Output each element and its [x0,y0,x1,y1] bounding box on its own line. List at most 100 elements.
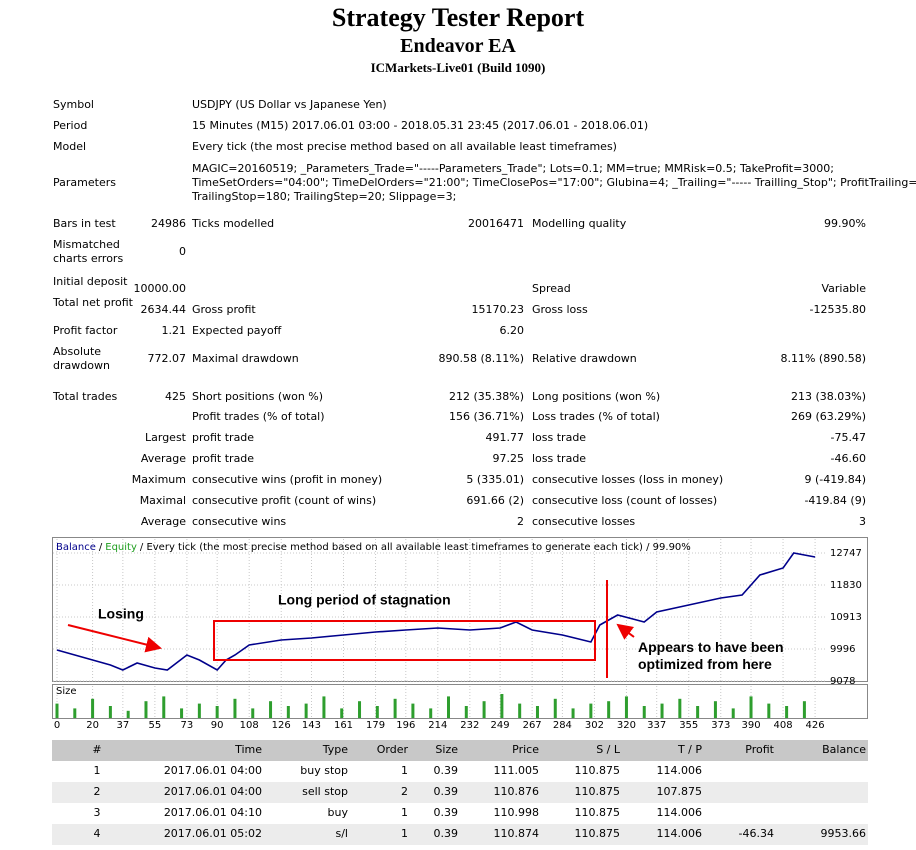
table-cell: 1 [401,806,408,819]
report-title: Strategy Tester Report [331,3,585,32]
summary-label: Model [53,140,87,153]
size-bar [518,703,522,718]
table-cell: 1 [93,764,101,777]
x-tick-label: 284 [553,720,572,731]
summary-label: consecutive losses [532,515,636,528]
size-bar [286,706,290,718]
size-bar [73,708,77,718]
size-bar [411,703,415,718]
table-row [52,824,868,845]
summary-label: loss trade [532,452,587,465]
size-bar [446,696,450,718]
x-tick-label: 337 [647,720,666,731]
column-header: S / L [596,743,620,756]
size-bar [713,701,717,718]
summary-value: 3 [859,515,866,528]
summary-value: 2 [517,515,524,528]
arrow [67,624,162,653]
size-bar [535,706,539,718]
column-header: T / P [677,743,702,756]
summary-label: Period [53,119,88,132]
summary-value: 1.21 [161,324,187,337]
summary-value: Maximal [139,494,186,507]
summary-value: 0 [179,245,186,258]
size-bar [322,696,326,718]
table-row [52,782,868,803]
legend-entry: Equity [105,542,137,553]
summary-value: 772.07 [147,352,187,365]
y-tick-label: 10913 [830,612,862,623]
size-bar [802,701,806,718]
table-cell: buy stop [300,764,348,777]
summary-value: 212 (35.38%) [448,390,524,403]
summary-value: Maximum [131,473,186,486]
summary-value: Variable [821,282,866,295]
table-cell: 1 [401,764,408,777]
size-bar [233,698,237,718]
x-tick-label: 143 [302,720,321,731]
balance-line [56,552,816,672]
size-bar [767,703,771,718]
y-tick-label: 11830 [830,580,862,591]
table-cell: 110.875 [574,785,621,798]
size-bar [304,703,308,718]
size-bar [108,706,112,718]
summary-value: -46.60 [830,452,866,465]
table-cell: 2 [401,785,408,798]
x-tick-label: 37 [116,720,129,731]
column-header: Size [435,743,458,756]
x-tick-label: 55 [149,720,162,731]
summary-value: -419.84 (9) [804,494,866,507]
table-header [52,740,868,761]
table-cell: 110.874 [493,827,540,840]
size-bar [660,703,664,718]
x-tick-label: 126 [272,720,291,731]
x-tick-label: 20 [86,720,99,731]
summary-value: 491.77 [485,431,525,444]
size-bar [358,701,362,718]
summary-label: Profit trades (% of total) [192,410,325,423]
summary-value: 9 (-419.84) [804,473,866,486]
size-bar [482,701,486,718]
table-cell: sell stop [302,785,348,798]
summary-value: 213 (38.03%) [790,390,866,403]
summary-value: 691.66 (2) [466,494,524,507]
table-cell: 107.875 [656,785,703,798]
size-bar [607,701,611,718]
summary-label: Total net profit [53,296,133,309]
table-cell: 0.39 [433,785,459,798]
table-cell: buy [327,806,348,819]
size-bar [91,698,95,718]
summary-label: profit trade [192,452,255,465]
column-header: # [92,743,102,756]
summary-label: Every tick (the most precise method base… [192,140,617,153]
stagnation-box [213,620,596,661]
summary-value: 425 [165,390,186,403]
summary-label: consecutive profit (count of wins) [192,494,377,507]
size-bar [500,694,504,718]
server-name: ICMarkets-Live01 (Build 1090) [370,60,546,75]
summary-value: 15170.23 [471,303,525,316]
x-tick-label: 320 [617,720,636,731]
summary-label: Expected payoff [192,324,282,337]
summary-label: TimeSetOrders="04:00"; TimeDelOrders="21… [192,176,916,189]
x-tick-label: 0 [54,720,60,731]
size-bar [375,706,379,718]
summary-label: USDJPY (US Dollar vs Japanese Yen) [192,98,387,111]
table-cell: 2017.06.01 04:00 [163,764,262,777]
column-header: Type [322,743,348,756]
size-bar [180,708,184,718]
summary-label: Gross loss [532,303,588,316]
x-tick-label: 108 [240,720,259,731]
size-bar [55,703,59,718]
size-bar [731,708,735,718]
table-cell: -46.34 [738,827,774,840]
table-cell: 114.006 [656,827,703,840]
legend-entry: Balance [56,542,96,553]
size-frame [52,684,868,719]
summary-value: -75.47 [830,431,866,444]
report-subtitle: Endeavor EA [400,35,516,57]
y-tick-label: 12747 [830,548,862,559]
size-bar [642,706,646,718]
